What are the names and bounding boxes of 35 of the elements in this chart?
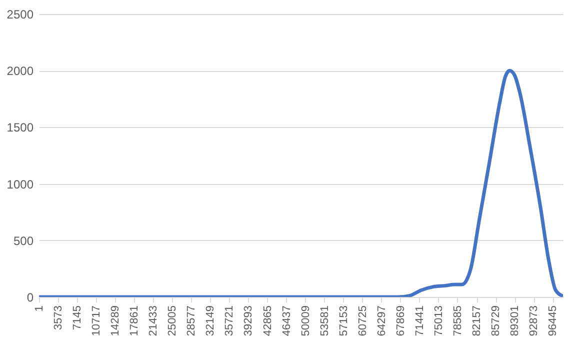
x-tick-label: 35721: [224, 306, 236, 336]
x-tick-label: 28577: [186, 306, 198, 336]
x-tick-label: 50009: [300, 306, 312, 336]
x-tick-label: 57153: [338, 306, 350, 336]
x-tick-label: 60725: [356, 306, 369, 336]
x-tick-label: 53581: [318, 306, 331, 336]
y-tick-label: 1500: [6, 120, 34, 135]
x-tick-label: 42865: [262, 306, 274, 336]
x-tick-label: 89301: [509, 306, 522, 336]
x-tick-label: 78585: [452, 306, 464, 336]
x-tick-label: 39293: [242, 306, 255, 336]
y-tick-label: 1000: [6, 177, 34, 192]
y-tick-label: 2000: [6, 64, 34, 78]
y-tick-label: 500: [13, 234, 34, 248]
x-tick-label: 32149: [204, 306, 217, 336]
x-tick-label: 96445: [547, 306, 560, 336]
y-tick-label: 0: [26, 290, 34, 304]
x-tick-label: 3573: [52, 306, 65, 330]
x-tick-label: 21433: [148, 306, 160, 336]
x-tick-label: 64297: [376, 306, 388, 336]
x-tick-label: 85729: [490, 306, 502, 336]
x-tick-label: 92873: [528, 306, 540, 336]
line-series: [39, 68, 563, 297]
x-tick-label: 82157: [471, 306, 483, 336]
x-tick-label: 14289: [110, 306, 122, 336]
x-tick-label: 7145: [72, 306, 84, 330]
x-tick-label: 25005: [166, 306, 179, 336]
x-tick-label: 46437: [280, 306, 293, 336]
x-tick-label: 75013: [432, 306, 445, 336]
x-tick-label: 1: [34, 306, 46, 312]
y-tick-label: 2500: [6, 8, 34, 22]
x-tick-label: 71441: [414, 306, 426, 336]
x-tick-label: 67869: [394, 306, 407, 336]
x-tick-label: 10717: [90, 306, 103, 336]
x-tick-label: 17861: [128, 306, 141, 336]
